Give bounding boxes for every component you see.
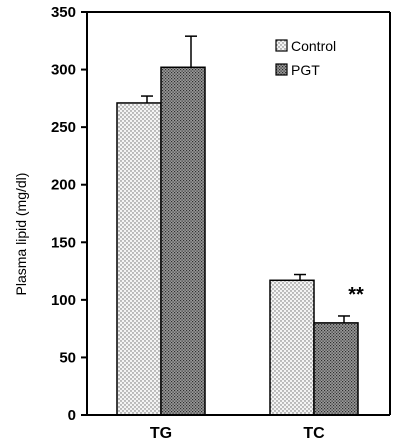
annotations: ** bbox=[348, 284, 364, 306]
y-tick-label: 0 bbox=[68, 407, 76, 424]
y-tick-label: 300 bbox=[51, 62, 76, 79]
y-tick-label: 350 bbox=[51, 4, 76, 21]
y-axis-ticks: 0 50 100 150 200 250 300 350 bbox=[51, 4, 87, 424]
legend: Control PGT bbox=[275, 38, 336, 78]
bar-control-tc bbox=[269, 279, 315, 416]
legend-label-control: Control bbox=[291, 38, 336, 54]
y-axis-label: Plasma lipid (mg/dl) bbox=[13, 173, 29, 296]
y-tick-label: 200 bbox=[51, 177, 76, 194]
y-tick-label: 250 bbox=[51, 119, 76, 136]
bar-pgt-tc bbox=[313, 322, 359, 416]
bar-pgt-tg bbox=[160, 66, 206, 416]
y-tick-label: 150 bbox=[51, 234, 76, 251]
y-tick-label: 100 bbox=[51, 292, 76, 309]
legend-swatch-control bbox=[275, 39, 288, 52]
significance-marker: ** bbox=[348, 284, 364, 306]
x-axis-tick-labels: TG TC bbox=[150, 425, 325, 442]
legend-label-pgt: PGT bbox=[291, 62, 320, 78]
bar-control-tg bbox=[116, 102, 162, 416]
x-tick-label-tc: TC bbox=[303, 425, 325, 442]
y-tick-label: 50 bbox=[59, 349, 76, 366]
x-tick-label-tg: TG bbox=[150, 425, 172, 442]
legend-swatch-pgt bbox=[275, 63, 288, 76]
bars bbox=[116, 66, 359, 416]
error-bars bbox=[141, 35, 350, 323]
